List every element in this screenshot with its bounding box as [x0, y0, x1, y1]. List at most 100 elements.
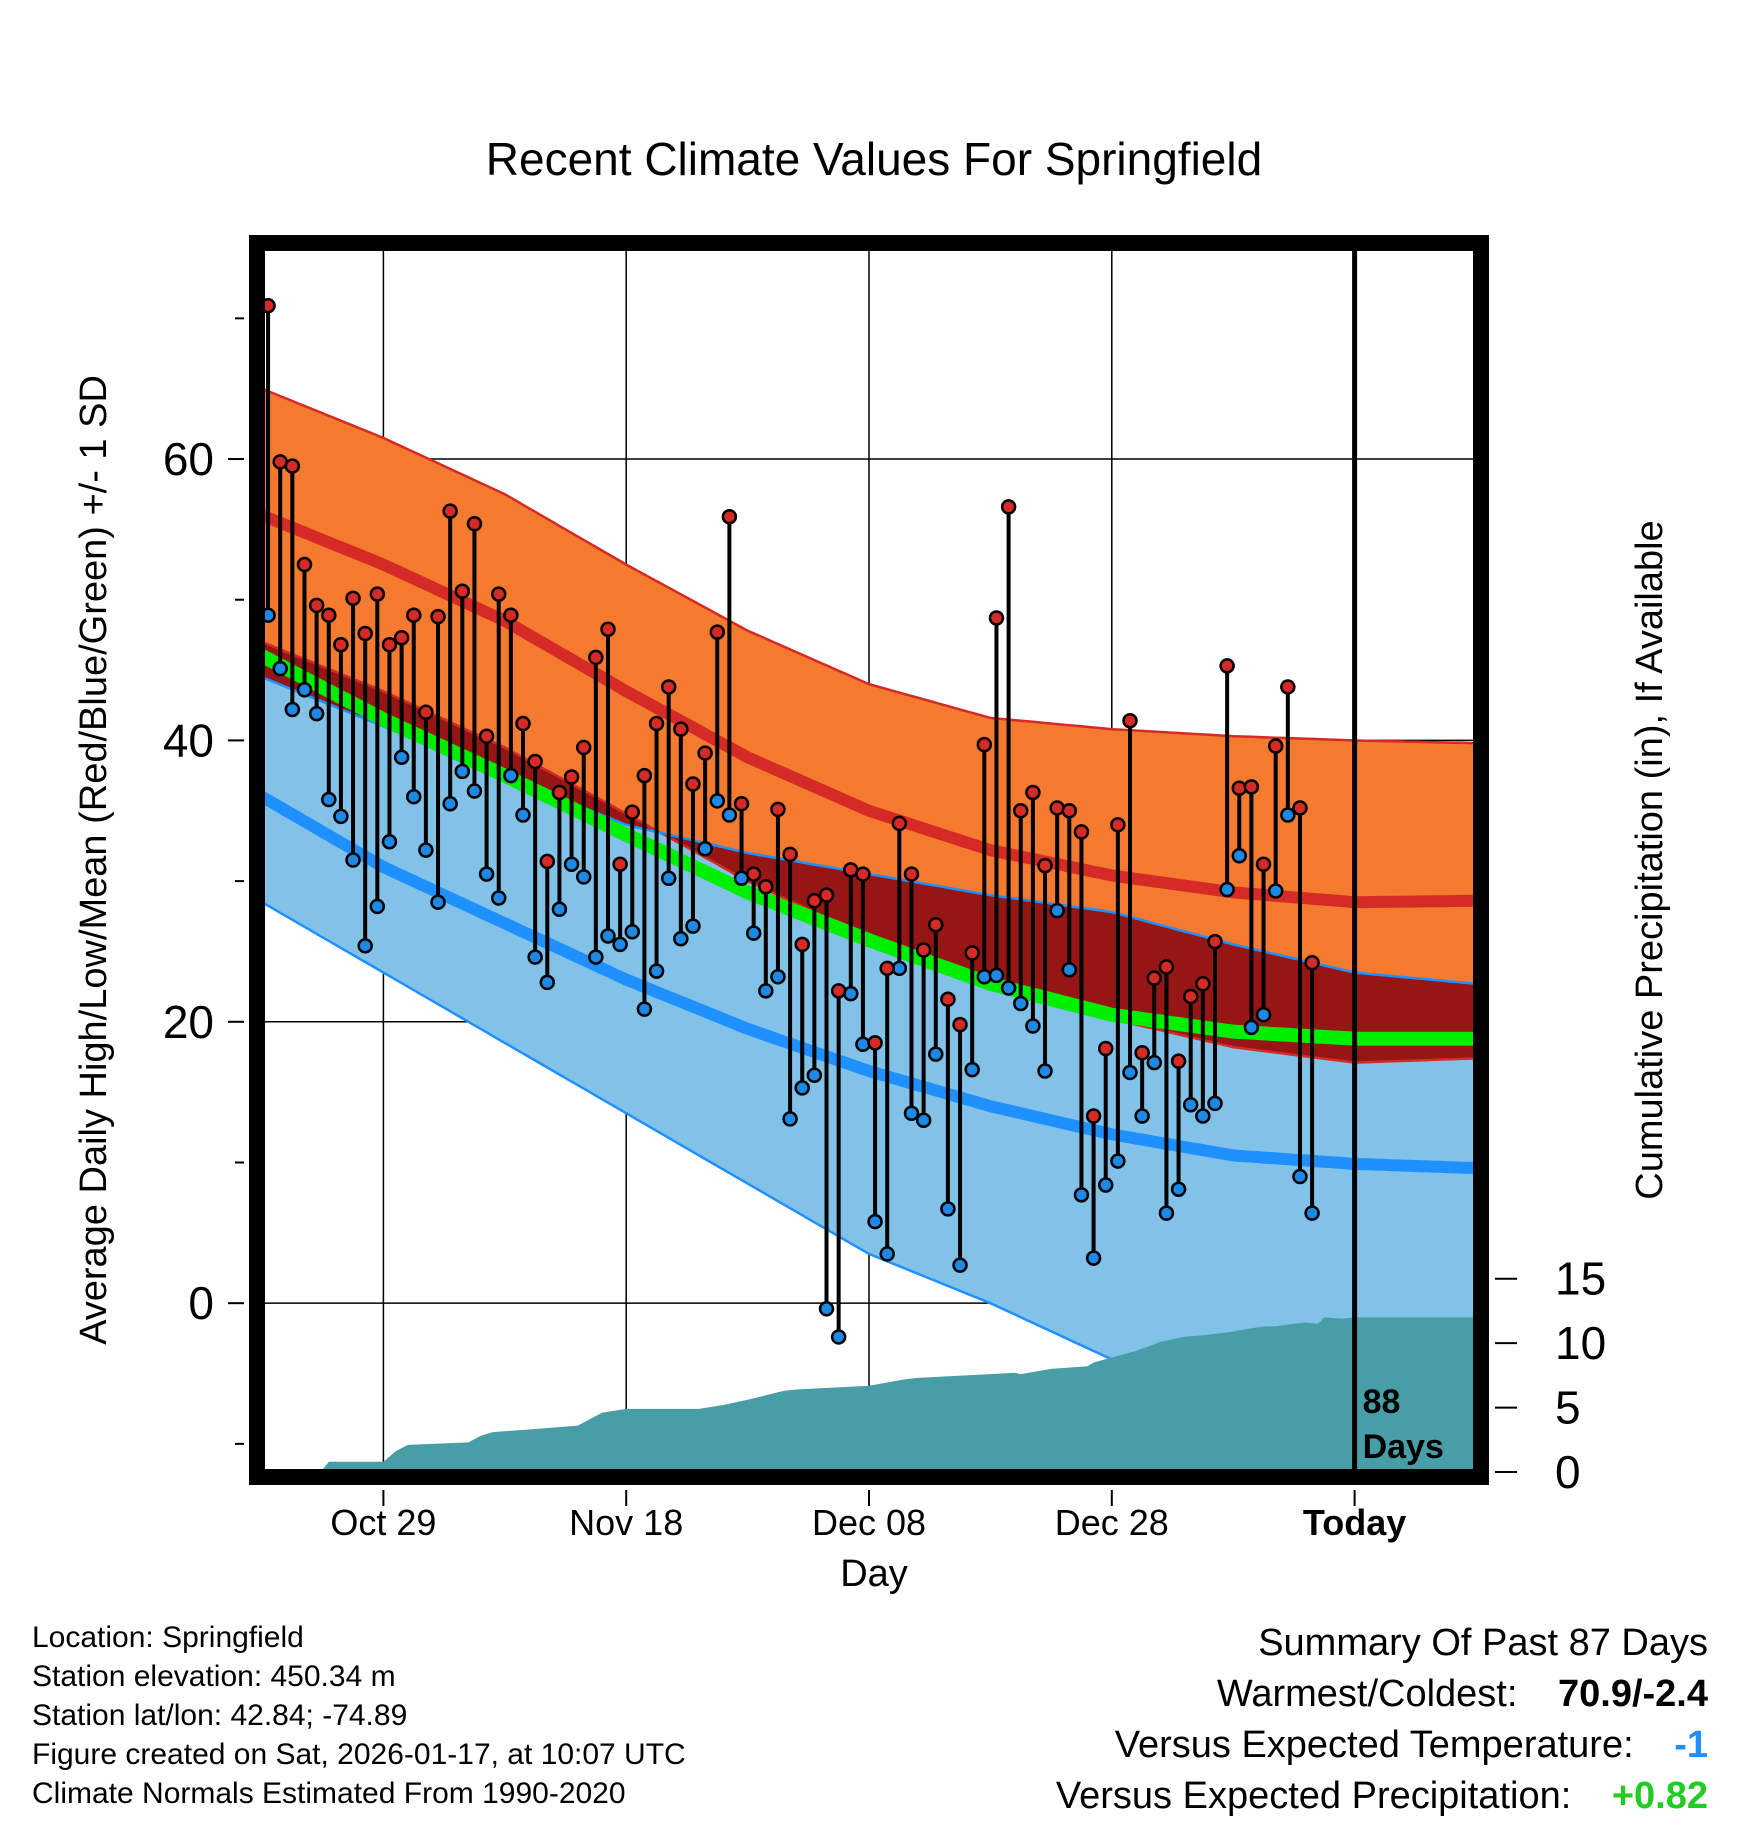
mean-line: [262, 649, 1476, 1046]
high-point: [333, 636, 349, 653]
low-point: [915, 1112, 932, 1129]
normals-text: Climate Normals Estimated From 1990-2020: [32, 1777, 626, 1810]
high-point: [1170, 1053, 1187, 1069]
low-point: [758, 983, 774, 999]
low-point: [806, 1067, 823, 1084]
high-point: [575, 739, 592, 756]
high-point: [891, 815, 908, 832]
precip-area: [262, 1317, 1476, 1472]
summary-heading: Summary Of Past 87 Days: [1258, 1622, 1708, 1664]
high-point: [600, 621, 616, 638]
low-point: [940, 1201, 956, 1217]
high-point: [770, 801, 786, 818]
high-point: [782, 846, 798, 863]
low-point: [1207, 1095, 1223, 1112]
precip-value: +0.82: [1611, 1775, 1708, 1817]
low-point: [1267, 883, 1284, 899]
low-point: [539, 974, 556, 991]
temp-label: Versus Expected Temperature:: [1114, 1724, 1634, 1766]
high-point: [466, 516, 483, 532]
high-point: [503, 607, 519, 623]
high-point: [648, 715, 665, 732]
y-tick-label: 0: [188, 1277, 214, 1329]
low-point: [490, 890, 507, 906]
high-point: [758, 878, 774, 895]
low-point: [1122, 1064, 1138, 1081]
low-point: [988, 967, 1005, 984]
low-point: [745, 925, 762, 941]
high-point: [1073, 824, 1090, 840]
chart-svg: Recent Climate Values For Springfield 88…: [73, 133, 1671, 1595]
high-point: [1243, 779, 1260, 795]
high-point: [1182, 988, 1199, 1005]
high-point: [1292, 800, 1308, 816]
high-point: [1195, 976, 1211, 992]
high-point: [490, 586, 507, 602]
low-point: [503, 767, 519, 784]
high-point: [709, 624, 725, 640]
low-point: [721, 807, 738, 823]
high-point: [430, 608, 446, 625]
low-point: [454, 763, 471, 780]
high-point: [539, 853, 556, 870]
low-point: [1146, 1054, 1163, 1071]
axes: 0 20 40 60 0 5 10 15 Oct 29 Nov 18 Dec 08 Dec 28 Tod…: [163, 317, 1606, 1543]
high-point: [1037, 857, 1053, 874]
y-tick-label: 40: [163, 714, 214, 766]
low-point: [1073, 1187, 1090, 1203]
low-point: [1049, 902, 1065, 919]
high-point: [1255, 856, 1272, 872]
low-point: [1292, 1168, 1308, 1185]
low-point: [418, 842, 434, 858]
y-right-tick-label: 5: [1555, 1382, 1581, 1434]
low-point: [1085, 1250, 1102, 1266]
high-point: [867, 1035, 883, 1051]
low-point: [818, 1301, 835, 1317]
low-point: [1219, 881, 1235, 898]
low-point: [782, 1111, 798, 1127]
precip-area-fill: [262, 1317, 1476, 1472]
high-point: [321, 607, 337, 623]
high-point: [733, 795, 750, 812]
high-point: [721, 508, 738, 525]
low-point: [673, 931, 689, 947]
plot-border: [249, 235, 1489, 1485]
high-point: [418, 704, 434, 721]
low-point: [1037, 1063, 1053, 1079]
high-point: [673, 721, 689, 737]
high-point: [442, 503, 458, 519]
low-point: [1134, 1108, 1150, 1124]
high-point: [1013, 803, 1029, 819]
low-point: [588, 949, 604, 965]
low-point: [1013, 995, 1029, 1012]
high-point: [636, 767, 653, 784]
high-point: [284, 458, 301, 474]
low-point: [478, 866, 495, 882]
low-point: [1280, 807, 1296, 823]
low-point: [1110, 1153, 1126, 1169]
low-point: [964, 1061, 980, 1078]
summary-temp-row: Versus Expected Temperature: -1: [1056, 1720, 1708, 1771]
high-point: [612, 856, 628, 872]
high-point: [1061, 803, 1078, 819]
high-point: [1134, 1044, 1150, 1061]
y-right-tick-label: 10: [1555, 1317, 1606, 1369]
low-point: [1243, 1019, 1260, 1036]
low-point: [345, 852, 361, 868]
low-point: [466, 783, 483, 799]
low-point: [903, 1105, 920, 1121]
high-point: [1304, 954, 1320, 971]
low-point: [551, 901, 568, 917]
low-point: [1025, 1018, 1041, 1034]
low-point: [333, 808, 349, 825]
days-unit-label: Days: [1363, 1428, 1444, 1466]
high-point: [454, 583, 471, 600]
high-point: [308, 597, 325, 614]
temp-value: -1: [1674, 1724, 1708, 1766]
daily-points: [260, 297, 1320, 1345]
high-point: [976, 736, 993, 753]
high-point: [1146, 970, 1163, 986]
low-point: [308, 705, 325, 722]
x-tick-label: Oct 29: [330, 1502, 436, 1543]
